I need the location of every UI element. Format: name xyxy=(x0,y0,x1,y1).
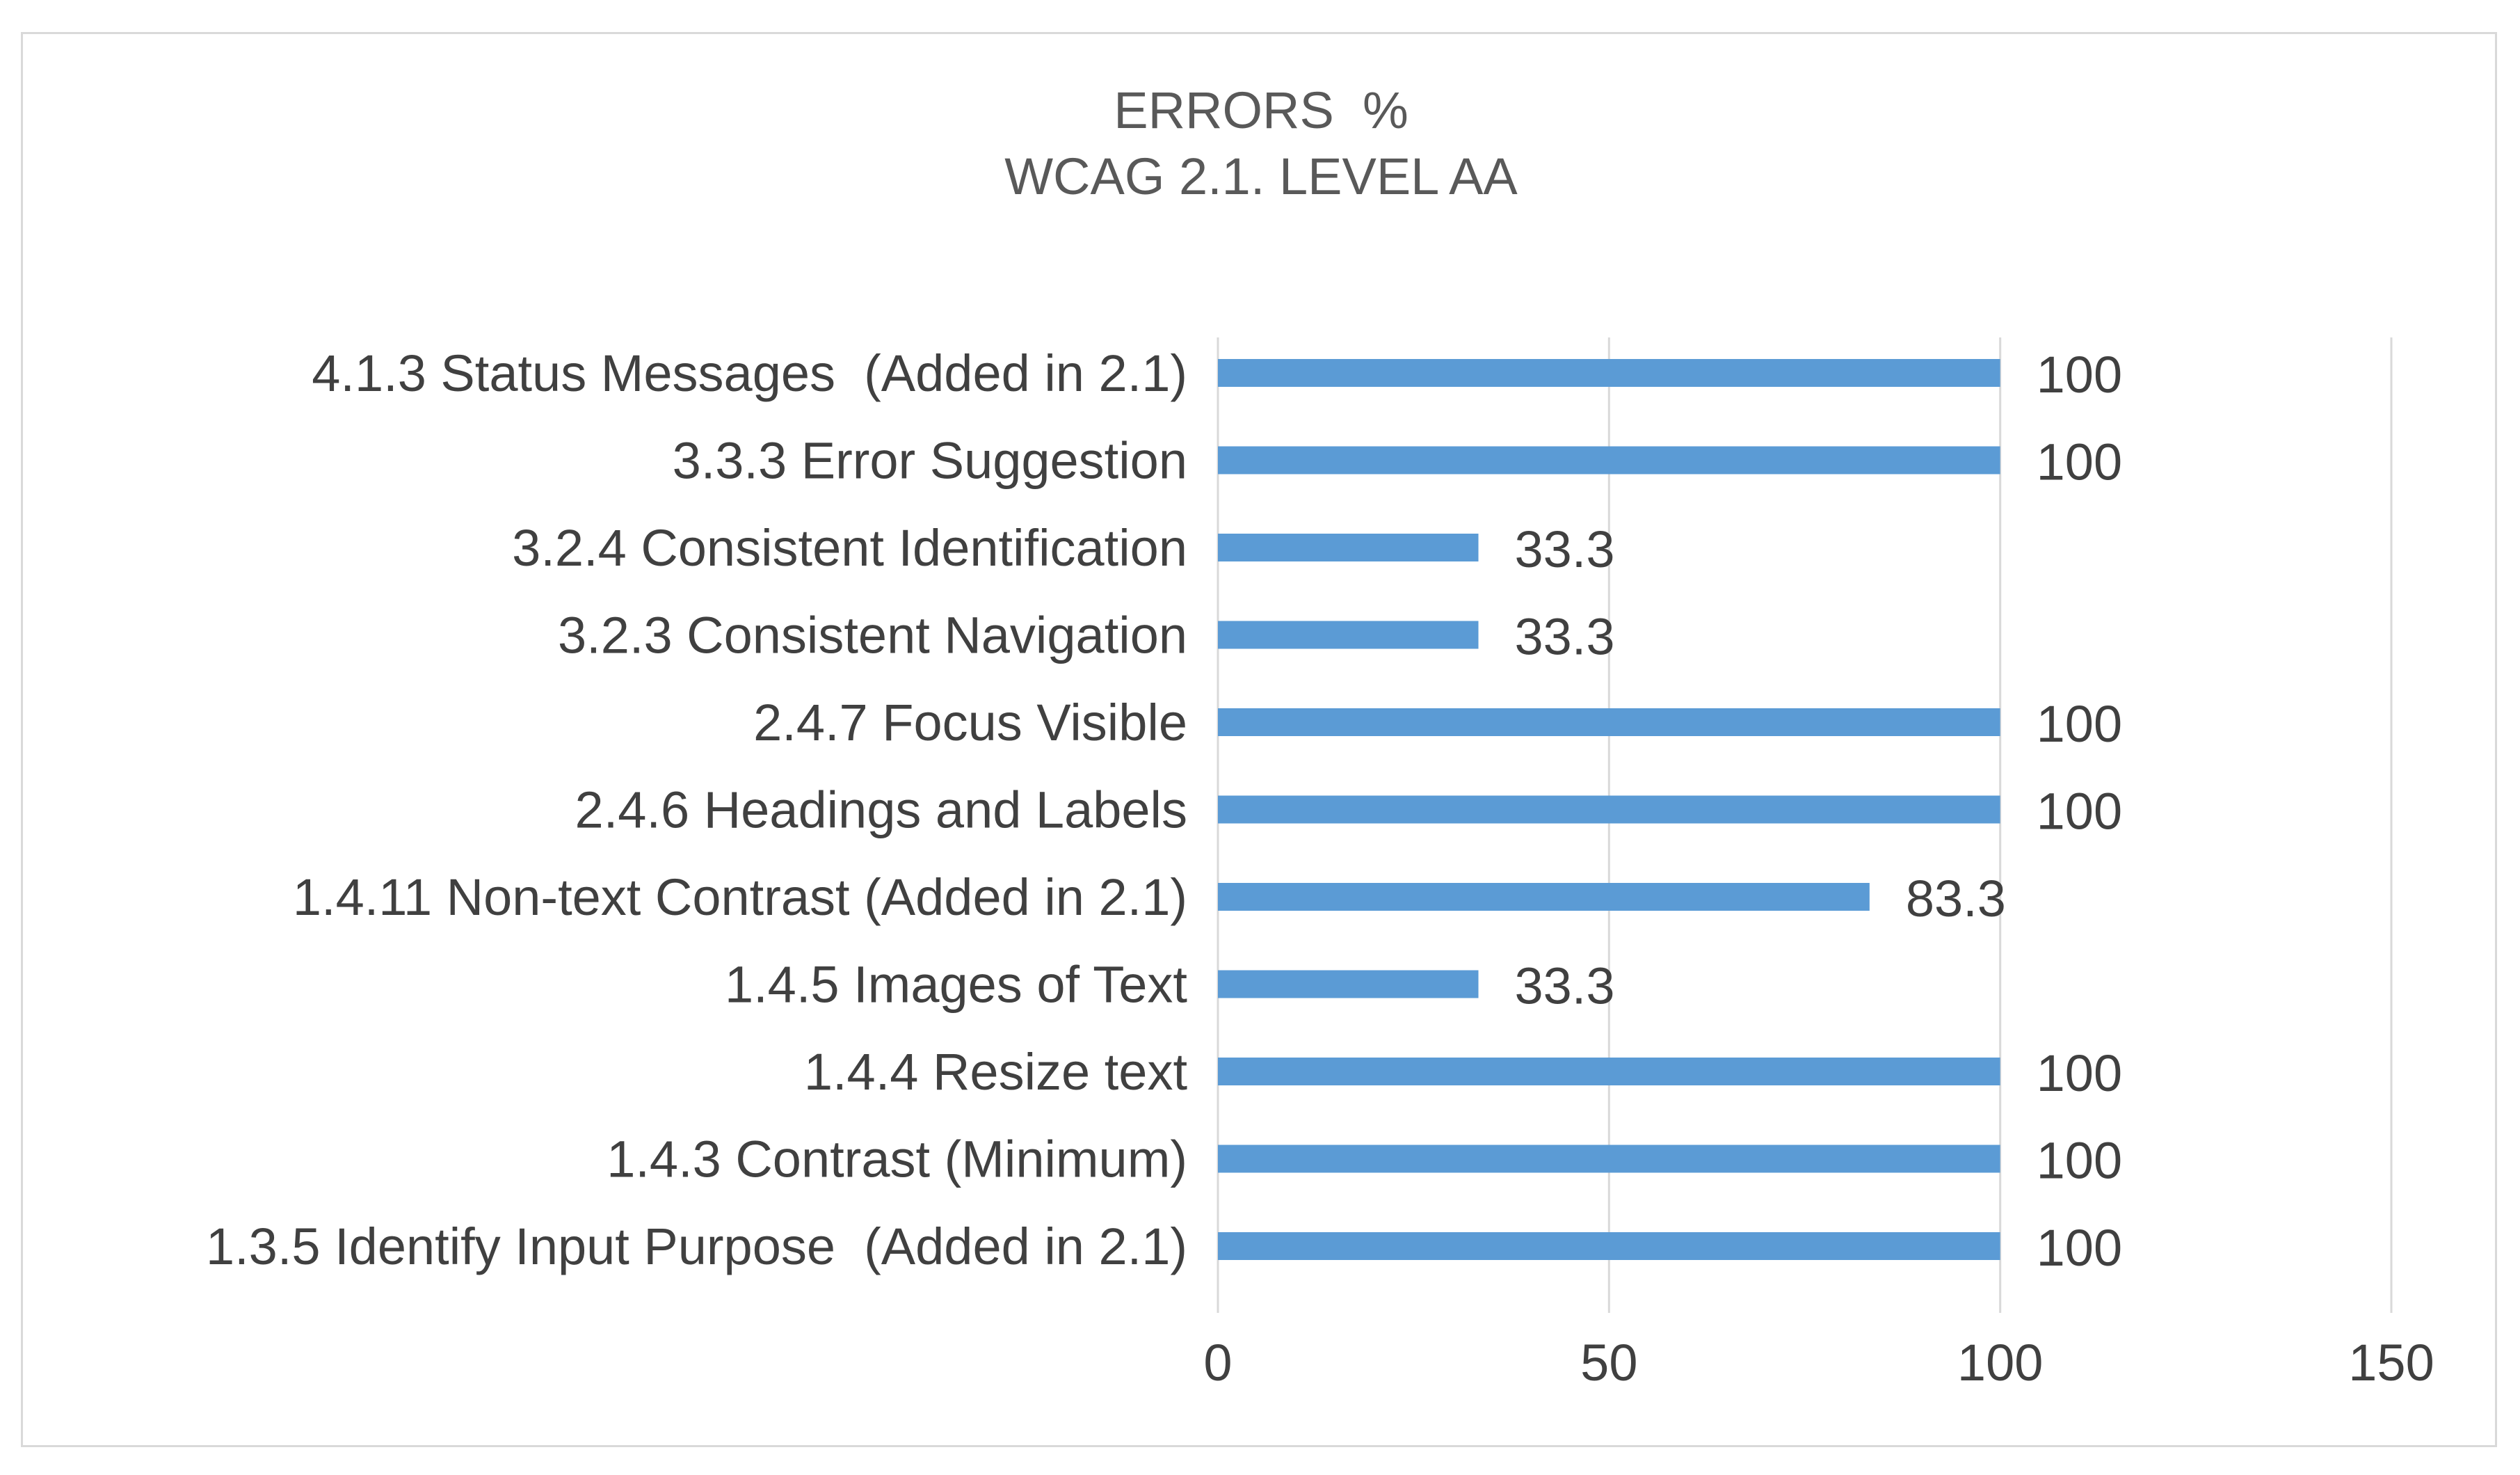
value-label-5: 100 xyxy=(2037,695,2122,753)
category-label-7: 1.4.11 Non-text Contrast (Added in 2.1) xyxy=(293,868,1187,926)
x-axis-ticks: 0 50 100 150 xyxy=(1203,1334,2434,1392)
value-label-4: 33.3 xyxy=(1515,608,1615,666)
bar-1 xyxy=(1218,359,2000,387)
category-label-11: 1.3.5 Identify Input Purpose (Added in 2… xyxy=(206,1218,1187,1275)
bar-6 xyxy=(1218,795,2000,824)
bar-4 xyxy=(1218,621,1479,649)
bar-8 xyxy=(1218,970,1479,998)
category-label-5: 2.4.7 Focus Visible xyxy=(753,694,1187,751)
category-label-8: 1.4.5 Images of Text xyxy=(725,956,1187,1014)
value-label-3: 33.3 xyxy=(1515,520,1615,578)
bar-7 xyxy=(1218,883,1870,911)
value-label-10: 100 xyxy=(2037,1132,2122,1190)
category-label-1: 4.1.3 Status Messages (Added in 2.1) xyxy=(312,344,1187,402)
x-tick-label-50: 50 xyxy=(1580,1334,1637,1392)
bars xyxy=(1218,359,2000,1260)
category-label-9: 1.4.4 Resize text xyxy=(804,1043,1188,1101)
value-label-6: 100 xyxy=(2037,783,2122,840)
category-labels: 4.1.3 Status Messages (Added in 2.1) 3.3.… xyxy=(206,344,1187,1275)
chart-subtitle: WCAG 2.1. LEVEL AA xyxy=(1004,148,1518,205)
value-label-2: 100 xyxy=(2037,433,2122,491)
category-label-10: 1.4.3 Contrast (Minimum) xyxy=(607,1131,1187,1188)
chart-frame: ERRORS % WCAG 2.1. LEVEL AA 4.1.3 Status… xyxy=(21,32,2497,1447)
bar-9 xyxy=(1218,1058,2000,1085)
value-label-1: 100 xyxy=(2037,346,2122,404)
value-label-7: 83.3 xyxy=(1906,870,2006,927)
bar-5 xyxy=(1218,708,2000,736)
category-label-6: 2.4.6 Headings and Labels xyxy=(575,781,1187,839)
value-label-9: 100 xyxy=(2037,1044,2122,1102)
value-label-8: 33.3 xyxy=(1515,957,1615,1015)
x-tick-label-0: 0 xyxy=(1203,1334,1232,1392)
chart-title: ERRORS % xyxy=(1114,81,1409,139)
bar-chart: ERRORS % WCAG 2.1. LEVEL AA 4.1.3 Status… xyxy=(206,81,2434,1392)
bar-11 xyxy=(1218,1232,2000,1260)
bar-3 xyxy=(1218,534,1479,561)
bar-2 xyxy=(1218,446,2000,475)
category-label-2: 3.3.3 Error Suggestion xyxy=(673,432,1187,490)
x-tick-label-150: 150 xyxy=(2348,1334,2434,1392)
category-label-4: 3.2.3 Consistent Navigation xyxy=(558,607,1187,664)
value-label-11: 100 xyxy=(2037,1219,2122,1277)
category-label-3: 3.2.4 Consistent Identification xyxy=(512,519,1187,577)
x-tick-label-100: 100 xyxy=(1957,1334,2043,1392)
bar-10 xyxy=(1218,1145,2000,1173)
value-labels: 100 100 33.3 33.3 100 100 83.3 33.3 100 100 100 xyxy=(1515,346,2123,1277)
